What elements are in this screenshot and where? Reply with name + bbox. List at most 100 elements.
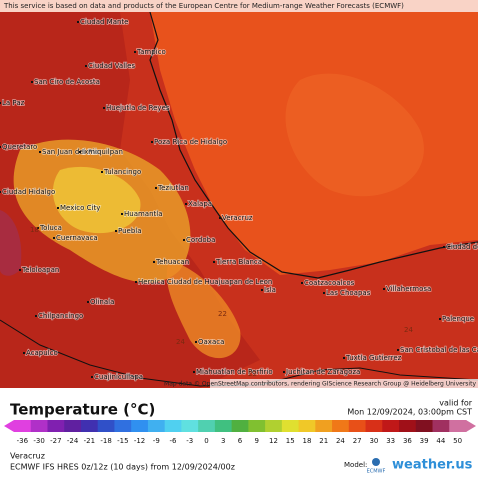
place-label: San Cristobal de las Casas (400, 346, 478, 354)
model-logo: ECMWF (367, 469, 386, 475)
place-label: Tulancingo (103, 168, 141, 176)
place-dot (85, 65, 87, 67)
place-dot (115, 230, 117, 232)
color-step (147, 420, 166, 432)
legend-tick: 30 (369, 437, 378, 445)
place-dot (101, 171, 103, 173)
place-label: Las Choapas (326, 289, 371, 297)
place-label: Xalapa (188, 200, 212, 208)
place-dot (343, 357, 345, 359)
place-label: Tuxtla Gutierrez (345, 354, 402, 362)
place-dot (91, 376, 93, 378)
place-label: Palenque (442, 315, 474, 323)
legend-tick: 6 (238, 437, 243, 445)
place-dot (383, 288, 385, 290)
place-label: Cordoba (186, 236, 215, 244)
place-dot (219, 217, 221, 219)
place-dot (39, 151, 41, 153)
legend-tick: 50 (453, 437, 462, 445)
legend-tick: -3 (186, 437, 193, 445)
color-step (449, 420, 467, 432)
place-label: Teloloapan (21, 266, 59, 274)
place-dot (121, 213, 123, 215)
legend-tick: 18 (303, 437, 312, 445)
place-label: Isla (264, 286, 276, 294)
place-dot (134, 51, 136, 53)
legend-title: Temperature (°C) (10, 401, 155, 419)
place-dot (135, 281, 137, 283)
legend-tick: 39 (420, 437, 429, 445)
contour-label: 22 (248, 370, 257, 378)
place-dot (397, 349, 399, 351)
place-label: Ciudad Mante (80, 18, 129, 26)
place-dot (0, 102, 1, 104)
legend-tick: -30 (33, 437, 44, 445)
place-dot (103, 107, 105, 109)
place-label: Ciudad Hidalgo (2, 188, 55, 196)
place-label: Tierra Blanca (215, 258, 262, 266)
color-step (348, 420, 367, 432)
place-dot (79, 151, 81, 153)
color-step (298, 420, 316, 432)
legend-tick: -12 (134, 437, 145, 445)
color-step (248, 420, 266, 432)
place-label: Ixmiquilpan (82, 148, 123, 156)
legend-tick: -27 (50, 437, 61, 445)
place-label: Chilpancingo (38, 312, 83, 320)
bar-arrow-left (4, 420, 14, 432)
coastline (149, 11, 478, 279)
place-dot (0, 191, 1, 193)
place-label: Veracruz (222, 214, 253, 222)
place-dot (195, 341, 197, 343)
model-label: Model: (344, 461, 367, 469)
place-label: Oaxaca (198, 338, 224, 346)
legend-tick: -6 (170, 437, 178, 445)
place-dot (439, 318, 441, 320)
place-dot (183, 239, 185, 241)
color-step (265, 420, 283, 432)
place-label: San Ciro de Acosta (34, 78, 100, 86)
place-dot (193, 371, 195, 373)
color-step (164, 420, 182, 432)
place-dot (301, 282, 303, 284)
contour-label: 18 (30, 226, 39, 234)
place-label: Huejutla de Reyes (106, 104, 170, 112)
place-label: Heroica Ciudad de Huajuapan de Leon (138, 278, 272, 286)
contour-label: 22 (218, 310, 227, 318)
contour-label: 24 (404, 326, 413, 334)
color-step (30, 420, 48, 432)
place-dot (155, 187, 157, 189)
place-label: Villahermosa (386, 285, 431, 293)
color-step (97, 420, 115, 432)
place-dot (31, 81, 33, 83)
notice: This service is based on data and produc… (3, 2, 404, 10)
legend-tick: 9 (255, 437, 259, 445)
place-label: Toluca (39, 224, 62, 232)
place-label: Mexico City (60, 204, 100, 212)
legend-tick: 12 (269, 437, 278, 445)
place-label: San Juan del Rio (42, 148, 99, 156)
place-label: Coatzacoalcos (304, 279, 355, 287)
place-label: Cuernavaca (56, 234, 98, 242)
color-step (281, 420, 300, 432)
valley (166, 260, 241, 359)
brand-logo: weather.us (392, 458, 473, 473)
contour-label: 24 (176, 338, 185, 346)
place-label: Acapulco (26, 349, 58, 357)
place-dot (323, 292, 325, 294)
legend-tick: -15 (117, 437, 128, 445)
place-dot (57, 207, 59, 209)
legend-tick: -9 (153, 437, 160, 445)
attribution-bar (210, 379, 478, 388)
color-step (198, 420, 216, 432)
place-label: Ciudad Valles (88, 62, 135, 70)
model-run: ECMWF IFS HRES 0z/12z (10 days) from 12/… (10, 463, 235, 472)
place-dot (37, 227, 39, 229)
place-dot (443, 246, 445, 248)
color-step (415, 420, 434, 432)
legend-tick: 36 (403, 437, 412, 445)
place-dot (19, 269, 21, 271)
